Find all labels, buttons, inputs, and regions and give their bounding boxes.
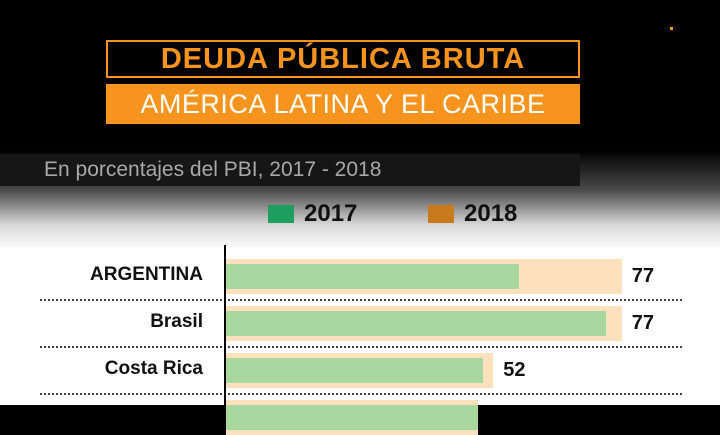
legend-swatch-2017 [268,205,294,223]
bar-2017 [226,311,607,336]
y-axis-line [224,245,226,405]
chart-title: DEUDA PÚBLICA BRUTA [106,40,580,78]
category-label: Costa Rica [104,358,203,379]
value-label: 52 [503,359,526,381]
bar-2017 [226,358,483,383]
category-label: Brasil [150,311,203,332]
row-divider [40,346,682,348]
value-label: 77 [631,265,655,287]
legend-item-2017: 2017 [268,200,357,228]
legend-label-2018: 2018 [464,200,518,227]
row-divider [40,393,682,395]
decorative-dot [670,27,673,30]
legend-item-2018: 2018 [428,200,517,228]
category-label: ARGENTINA [90,264,203,285]
bar-2017 [226,405,478,430]
legend-swatch-2018 [428,205,454,223]
legend-label-2017: 2017 [304,200,358,227]
value-label: 77 [631,312,655,334]
chart-subtitle: AMÉRICA LATINA Y EL CARIBE [106,84,580,124]
units-note-text: En porcentajes del PBI, 2017 - 2018 [44,158,382,181]
units-note: En porcentajes del PBI, 2017 - 2018 [0,154,580,186]
row-divider [40,299,682,301]
bar-2017 [226,264,519,289]
